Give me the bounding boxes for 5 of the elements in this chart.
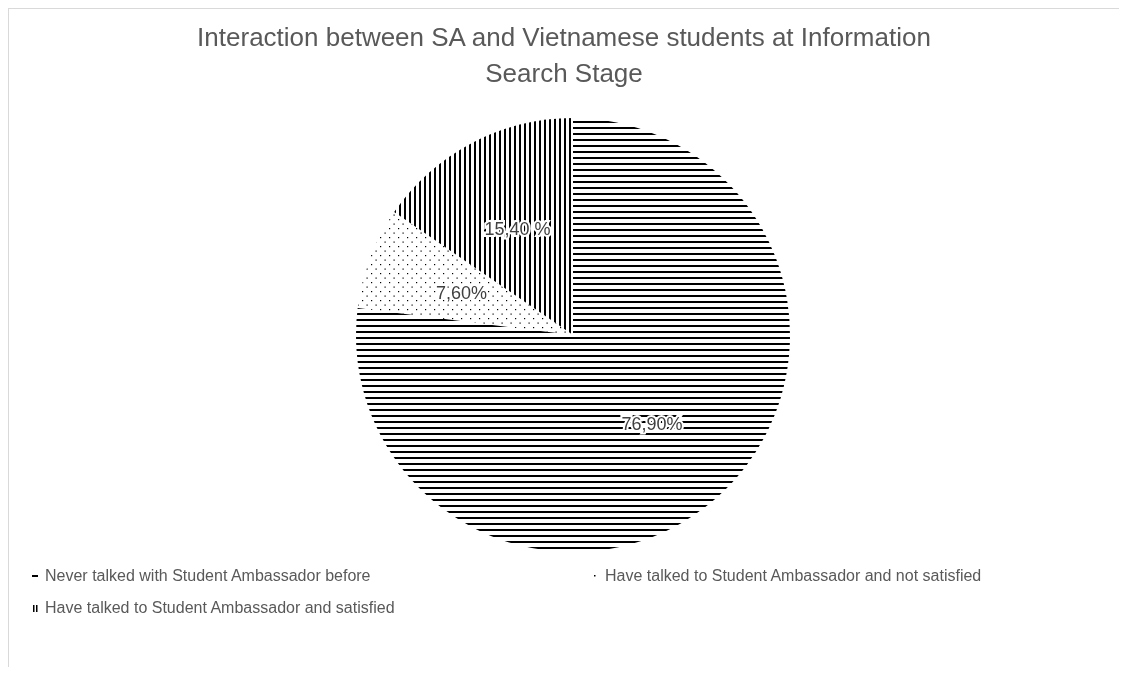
data-label: 7,60% (435, 282, 487, 303)
legend-label: Have talked to Student Ambassador and not satisfied (605, 567, 982, 585)
legend-label: Never talked with Student Ambassador before (45, 567, 371, 585)
chart-title: Interaction between SA and Vietnamese students at Information Search Stage (196, 21, 932, 90)
legend-label: Have talked to Student Ambassador and satisfied (45, 599, 395, 617)
